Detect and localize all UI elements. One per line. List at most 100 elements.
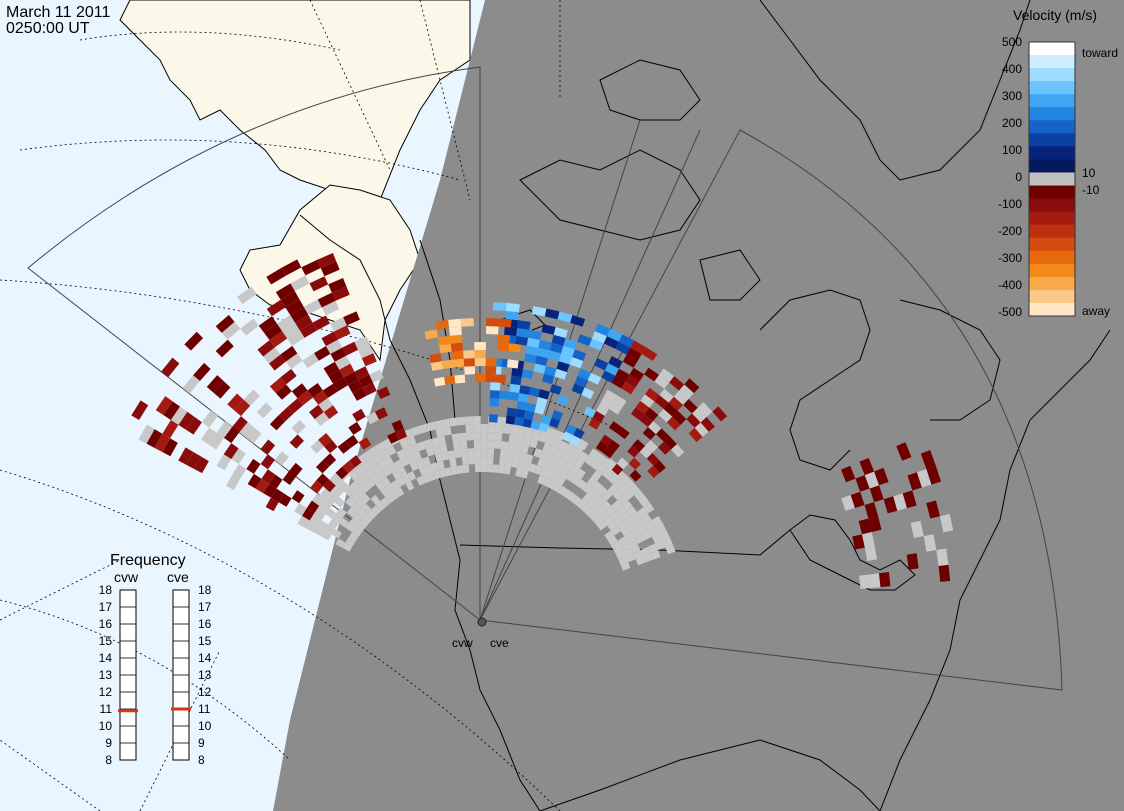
echo-cell <box>348 532 359 542</box>
echo-cell <box>373 452 384 464</box>
frequency-scale-label-right: 16 <box>198 617 212 631</box>
echo-cell <box>601 490 613 501</box>
echo-cell <box>489 398 500 407</box>
echo-cell <box>306 500 320 514</box>
colorbar-segment <box>1029 289 1075 304</box>
echo-cell <box>625 374 640 388</box>
echo-cell <box>215 339 234 358</box>
echo-cell <box>939 514 954 533</box>
echo-cell <box>358 344 374 359</box>
echo-cell <box>545 435 555 446</box>
echo-cell <box>502 425 511 435</box>
echo-cell <box>522 418 533 428</box>
echo-cell <box>441 359 454 370</box>
echo-cell <box>618 483 630 495</box>
echo-cell <box>855 475 870 492</box>
frequency-scale-label-right: 15 <box>198 634 212 648</box>
echo-cell <box>275 283 295 300</box>
echo-cell <box>603 336 619 349</box>
echo-cell <box>387 462 398 474</box>
echo-cell <box>551 437 562 449</box>
echo-cell <box>612 489 624 501</box>
echo-cell <box>351 502 362 513</box>
echo-cell <box>535 355 548 366</box>
echo-cell <box>338 517 350 528</box>
echo-cell <box>581 387 595 400</box>
echo-cell <box>663 402 678 417</box>
echo-cell <box>352 408 366 422</box>
echo-cell <box>906 553 919 570</box>
velocity-colorbar <box>1028 41 1076 317</box>
echo-cell <box>465 424 474 433</box>
frequency-scale-label-left: 9 <box>105 736 112 750</box>
echo-cell <box>377 459 388 471</box>
echo-cell <box>596 463 608 475</box>
echo-cell <box>380 476 391 488</box>
echo-cell <box>357 507 368 518</box>
echo-cell <box>291 419 307 435</box>
header-date: March 11 2011 <box>6 4 110 21</box>
echo-cell <box>605 458 617 470</box>
echo-cell <box>436 460 445 470</box>
echo-cell <box>376 470 387 481</box>
echo-cell <box>591 331 607 344</box>
echo-cell <box>528 463 538 473</box>
echo-cell <box>522 436 532 447</box>
echo-cell <box>323 479 336 493</box>
echo-cell <box>335 466 349 480</box>
echo-cell <box>395 428 408 441</box>
velocity-tick-label: 300 <box>1002 89 1022 103</box>
echo-cell <box>584 455 596 466</box>
velocity-tick-label: -100 <box>998 197 1022 211</box>
velocity-tick-label: -400 <box>998 278 1022 292</box>
echo-cell <box>265 497 279 512</box>
echo-cell <box>334 496 346 508</box>
echo-cell <box>574 458 585 469</box>
echo-cell <box>276 315 295 332</box>
colorbar-segment <box>1029 263 1075 278</box>
echo-cell <box>351 527 362 537</box>
echo-cell <box>310 480 324 494</box>
echo-cell <box>653 460 666 473</box>
echo-cell <box>221 321 241 340</box>
echo-cell <box>626 506 637 517</box>
frequency-scale-label-left: 12 <box>99 685 113 699</box>
echo-cell <box>473 424 481 433</box>
echo-cell <box>232 464 247 480</box>
echo-cell <box>294 503 307 516</box>
echo-cell <box>337 440 351 454</box>
velocity-legend-away: away <box>1082 304 1110 318</box>
echo-cell <box>666 416 681 431</box>
echo-cell <box>474 350 486 359</box>
echo-cell <box>569 356 584 369</box>
echo-cell <box>487 424 496 433</box>
echo-cell <box>586 497 597 508</box>
echo-cell <box>591 491 602 502</box>
echo-cell <box>234 399 251 417</box>
echo-cell <box>577 334 592 347</box>
echo-cell <box>505 302 520 313</box>
echo-cell <box>517 320 531 330</box>
echo-cell <box>607 484 619 496</box>
echo-cell <box>480 424 489 433</box>
echo-cell <box>620 562 631 571</box>
echo-cell <box>539 450 549 461</box>
echo-cell <box>363 513 374 524</box>
echo-cell <box>567 492 578 503</box>
echo-cell <box>324 524 336 535</box>
echo-cell <box>586 476 598 488</box>
echo-cell <box>462 464 470 474</box>
echo-cell <box>352 512 364 523</box>
echo-cell <box>640 513 652 525</box>
echo-cell <box>201 427 217 445</box>
echo-cell <box>161 357 180 377</box>
echo-cell <box>578 451 589 462</box>
echo-cell <box>616 551 626 561</box>
echo-cell <box>433 469 442 480</box>
echo-cell <box>639 445 653 459</box>
echo-cell <box>437 335 451 346</box>
echo-cell <box>449 326 462 336</box>
echo-cell <box>309 276 329 292</box>
echo-cell <box>268 354 286 371</box>
echo-cell <box>536 347 550 359</box>
